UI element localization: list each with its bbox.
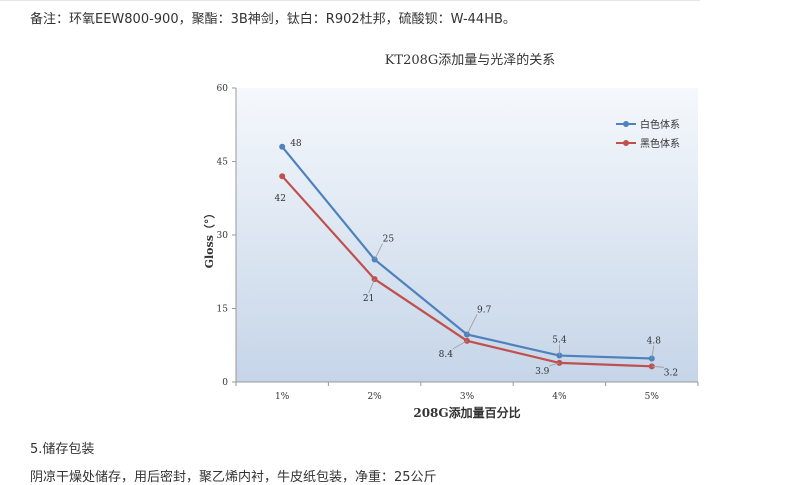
data-label-leader (651, 345, 655, 359)
data-label-leader (452, 340, 468, 350)
top-divider (0, 0, 700, 1)
y-tick-label: 60 (217, 84, 229, 94)
data-label-leader (549, 362, 560, 367)
data-point (279, 143, 286, 150)
x-tick-label: 5% (645, 392, 660, 402)
y-axis-label: Gloss（°） (203, 208, 216, 269)
x-tick-label: 1% (275, 392, 290, 402)
data-label-leader (368, 278, 375, 294)
data-label: 3.2 (664, 368, 678, 378)
x-tick-label: 2% (367, 392, 382, 402)
data-label: 8.4 (439, 350, 454, 360)
data-label: 42 (274, 194, 285, 204)
data-label-leader (466, 314, 478, 335)
data-label: 3.9 (535, 367, 550, 377)
legend-label: 黑色体系 (640, 137, 680, 150)
y-tick-label: 45 (217, 158, 229, 168)
data-label-leader (651, 365, 664, 368)
data-label: 4.8 (647, 336, 662, 346)
chart-title: KT208G添加量与光泽的关系 (385, 52, 556, 68)
x-tick-label: 3% (460, 392, 475, 402)
x-tick-label: 4% (552, 392, 567, 402)
legend-label: 白色体系 (640, 118, 680, 131)
legend-swatch-marker (623, 121, 629, 127)
data-label: 9.7 (477, 305, 492, 315)
note-text: 备注：环氧EEW800-900，聚酯：3B神剑，钛白：R902杜邦，硫酸钡：W-… (30, 12, 516, 27)
x-axis-label: 208G添加量百分比 (413, 405, 520, 420)
data-point (279, 173, 286, 180)
section-title: 5.储存包装 (30, 442, 95, 457)
legend-swatch-marker (623, 140, 629, 146)
data-label: 48 (290, 139, 302, 149)
section-body: 阴凉干燥处储存，用后密封，聚乙烯内衬，牛皮纸包装，净重：25公斤 (30, 470, 437, 485)
y-tick-label: 30 (217, 231, 229, 241)
data-label: 21 (363, 294, 374, 304)
data-label-leader (374, 243, 383, 260)
y-tick-label: 15 (217, 305, 229, 315)
y-tick-label: 0 (222, 378, 228, 388)
data-label: 5.4 (552, 336, 567, 346)
data-label: 25 (383, 235, 395, 245)
